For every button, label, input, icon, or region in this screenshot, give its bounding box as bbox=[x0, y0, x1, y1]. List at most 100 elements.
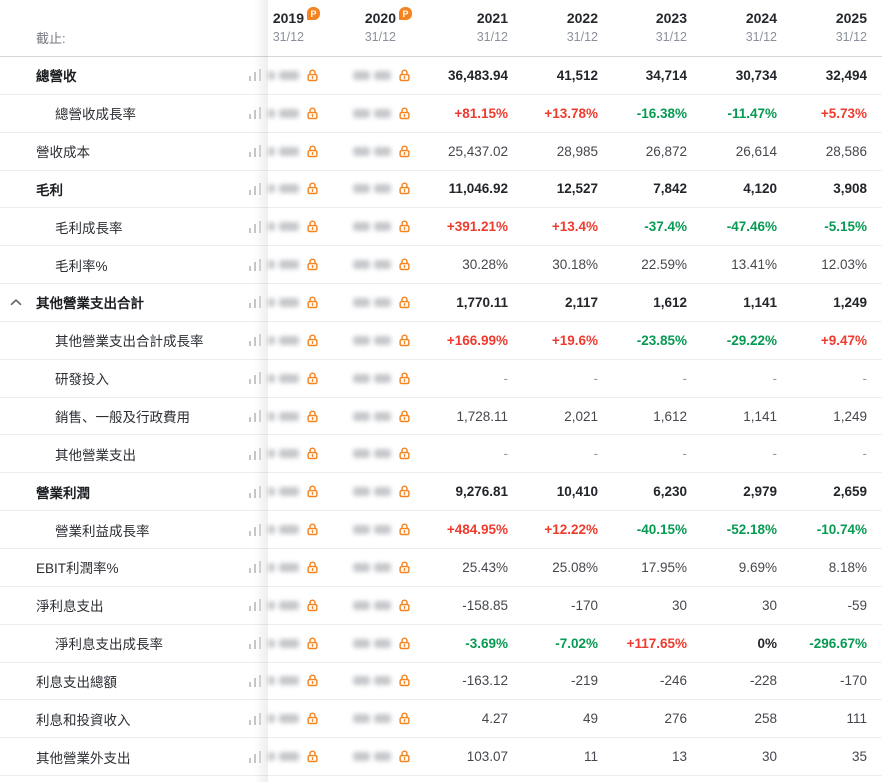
row-label: 其他營業外支出 bbox=[36, 750, 131, 766]
lock-icon[interactable] bbox=[397, 144, 412, 159]
table-row[interactable]: 毛利 bbox=[0, 171, 882, 209]
lock-icon[interactable] bbox=[305, 219, 320, 234]
table-row[interactable]: 毛利率% bbox=[0, 246, 882, 285]
premium-badge-icon[interactable]: P bbox=[399, 7, 412, 20]
table-row[interactable]: 利息和投資收入 bbox=[0, 700, 882, 739]
mini-bar-chart-icon[interactable] bbox=[248, 447, 263, 461]
redacted-value bbox=[374, 222, 391, 232]
lock-icon[interactable] bbox=[305, 673, 320, 688]
mini-bar-chart-icon[interactable] bbox=[248, 409, 263, 423]
mini-bar-chart-icon[interactable] bbox=[248, 636, 263, 650]
mini-bar-chart-icon[interactable] bbox=[248, 333, 263, 347]
lock-icon[interactable] bbox=[305, 144, 320, 159]
mini-bar-chart-icon[interactable] bbox=[248, 144, 263, 158]
lock-icon[interactable] bbox=[305, 560, 320, 575]
lock-icon[interactable] bbox=[305, 106, 320, 121]
table-row[interactable]: 淨利息支出成長率 bbox=[0, 625, 882, 663]
lock-icon[interactable] bbox=[305, 522, 320, 537]
value-cell: - bbox=[772, 370, 778, 386]
table-row[interactable]: 營收成本 bbox=[0, 133, 882, 171]
lock-icon[interactable] bbox=[397, 749, 412, 764]
redacted-value bbox=[374, 297, 391, 307]
table-row[interactable]: 研發投入 bbox=[0, 360, 882, 398]
lock-icon[interactable] bbox=[397, 181, 412, 196]
mini-bar-chart-icon[interactable] bbox=[248, 371, 263, 385]
lock-icon[interactable] bbox=[397, 484, 412, 499]
table-row[interactable]: 淨利息支出 bbox=[0, 587, 882, 625]
table-row[interactable]: 毛利成長率 bbox=[0, 208, 882, 247]
redacted-value bbox=[374, 600, 391, 610]
lock-icon[interactable] bbox=[397, 409, 412, 424]
value-cell: -5.15% bbox=[824, 219, 867, 235]
lock-icon[interactable] bbox=[305, 711, 320, 726]
value-cell: 49 bbox=[582, 711, 598, 727]
lock-icon[interactable] bbox=[305, 371, 320, 386]
row-label: 毛利成長率 bbox=[55, 220, 123, 236]
table-row[interactable]: 利息支出總額 bbox=[0, 663, 882, 701]
mini-bar-chart-icon[interactable] bbox=[248, 674, 263, 688]
row-label: 淨利息支出成長率 bbox=[55, 637, 163, 653]
mini-bar-chart-icon[interactable] bbox=[248, 68, 263, 82]
lock-icon[interactable] bbox=[397, 371, 412, 386]
table-row[interactable]: 營業利潤 bbox=[0, 473, 882, 512]
lock-icon[interactable] bbox=[305, 181, 320, 196]
table-row[interactable]: 銷售、一般及行政費用 bbox=[0, 398, 882, 436]
lock-icon[interactable] bbox=[305, 295, 320, 310]
lock-icon[interactable] bbox=[397, 68, 412, 83]
lock-icon[interactable] bbox=[305, 409, 320, 424]
lock-icon[interactable] bbox=[397, 560, 412, 575]
mini-bar-chart-icon[interactable] bbox=[248, 295, 263, 309]
table-row[interactable]: 總營收 bbox=[0, 57, 882, 95]
lock-icon[interactable] bbox=[397, 295, 412, 310]
locked-value-cell bbox=[268, 219, 320, 234]
lock-icon[interactable] bbox=[305, 749, 320, 764]
locked-value-cell bbox=[268, 409, 320, 424]
premium-badge-icon[interactable]: P bbox=[307, 7, 320, 20]
lock-icon[interactable] bbox=[397, 636, 412, 651]
lock-icon[interactable] bbox=[397, 522, 412, 537]
mini-bar-chart-icon[interactable] bbox=[248, 182, 263, 196]
lock-icon[interactable] bbox=[305, 257, 320, 272]
redacted-value bbox=[279, 146, 299, 156]
lock-icon[interactable] bbox=[397, 598, 412, 613]
lock-icon[interactable] bbox=[397, 673, 412, 688]
row-label: 營業利潤 bbox=[36, 485, 90, 501]
mini-bar-chart-icon[interactable] bbox=[248, 106, 263, 120]
redacted-value bbox=[374, 411, 391, 421]
lock-icon[interactable] bbox=[305, 446, 320, 461]
table-row[interactable]: EBIT利潤率% bbox=[0, 549, 882, 587]
period-end-date: 31/12 bbox=[745, 30, 777, 44]
lock-icon[interactable] bbox=[397, 711, 412, 726]
table-row[interactable]: 其他營業外支出 bbox=[0, 738, 882, 777]
table-row[interactable]: 總營收成長率 bbox=[0, 95, 882, 133]
mini-bar-chart-icon[interactable] bbox=[248, 258, 263, 272]
lock-icon[interactable] bbox=[397, 257, 412, 272]
table-row[interactable]: 其他營業支出 bbox=[0, 435, 882, 474]
lock-icon[interactable] bbox=[305, 68, 320, 83]
lock-icon[interactable] bbox=[397, 106, 412, 121]
lock-icon[interactable] bbox=[305, 333, 320, 348]
lock-icon[interactable] bbox=[305, 598, 320, 613]
chevron-up-icon[interactable] bbox=[10, 299, 22, 307]
lock-icon[interactable] bbox=[397, 333, 412, 348]
mini-bar-chart-icon[interactable] bbox=[248, 712, 263, 726]
lock-icon[interactable] bbox=[397, 219, 412, 234]
value-cell: -246 bbox=[659, 673, 687, 689]
lock-icon[interactable] bbox=[305, 636, 320, 651]
mini-bar-chart-icon[interactable] bbox=[248, 560, 263, 574]
mini-bar-chart-icon[interactable] bbox=[248, 598, 263, 612]
row-label: 研發投入 bbox=[55, 372, 109, 388]
table-row[interactable]: 其他營業支出合計成長率 bbox=[0, 322, 882, 360]
mini-bar-chart-icon[interactable] bbox=[248, 485, 263, 499]
table-row[interactable]: 其他營業支出合計 bbox=[0, 284, 882, 322]
value-cell: 6,230 bbox=[653, 484, 687, 500]
year-column-header: 2020 P 31/12 bbox=[320, 0, 412, 56]
lock-icon[interactable] bbox=[305, 484, 320, 499]
value-cell: -228 bbox=[749, 673, 777, 689]
mini-bar-chart-icon[interactable] bbox=[248, 750, 263, 764]
mini-bar-chart-icon[interactable] bbox=[248, 523, 263, 537]
mini-bar-chart-icon[interactable] bbox=[248, 220, 263, 234]
table-row[interactable]: 營業利益成長率 bbox=[0, 511, 882, 549]
locked-value-cell bbox=[268, 522, 320, 537]
lock-icon[interactable] bbox=[397, 446, 412, 461]
